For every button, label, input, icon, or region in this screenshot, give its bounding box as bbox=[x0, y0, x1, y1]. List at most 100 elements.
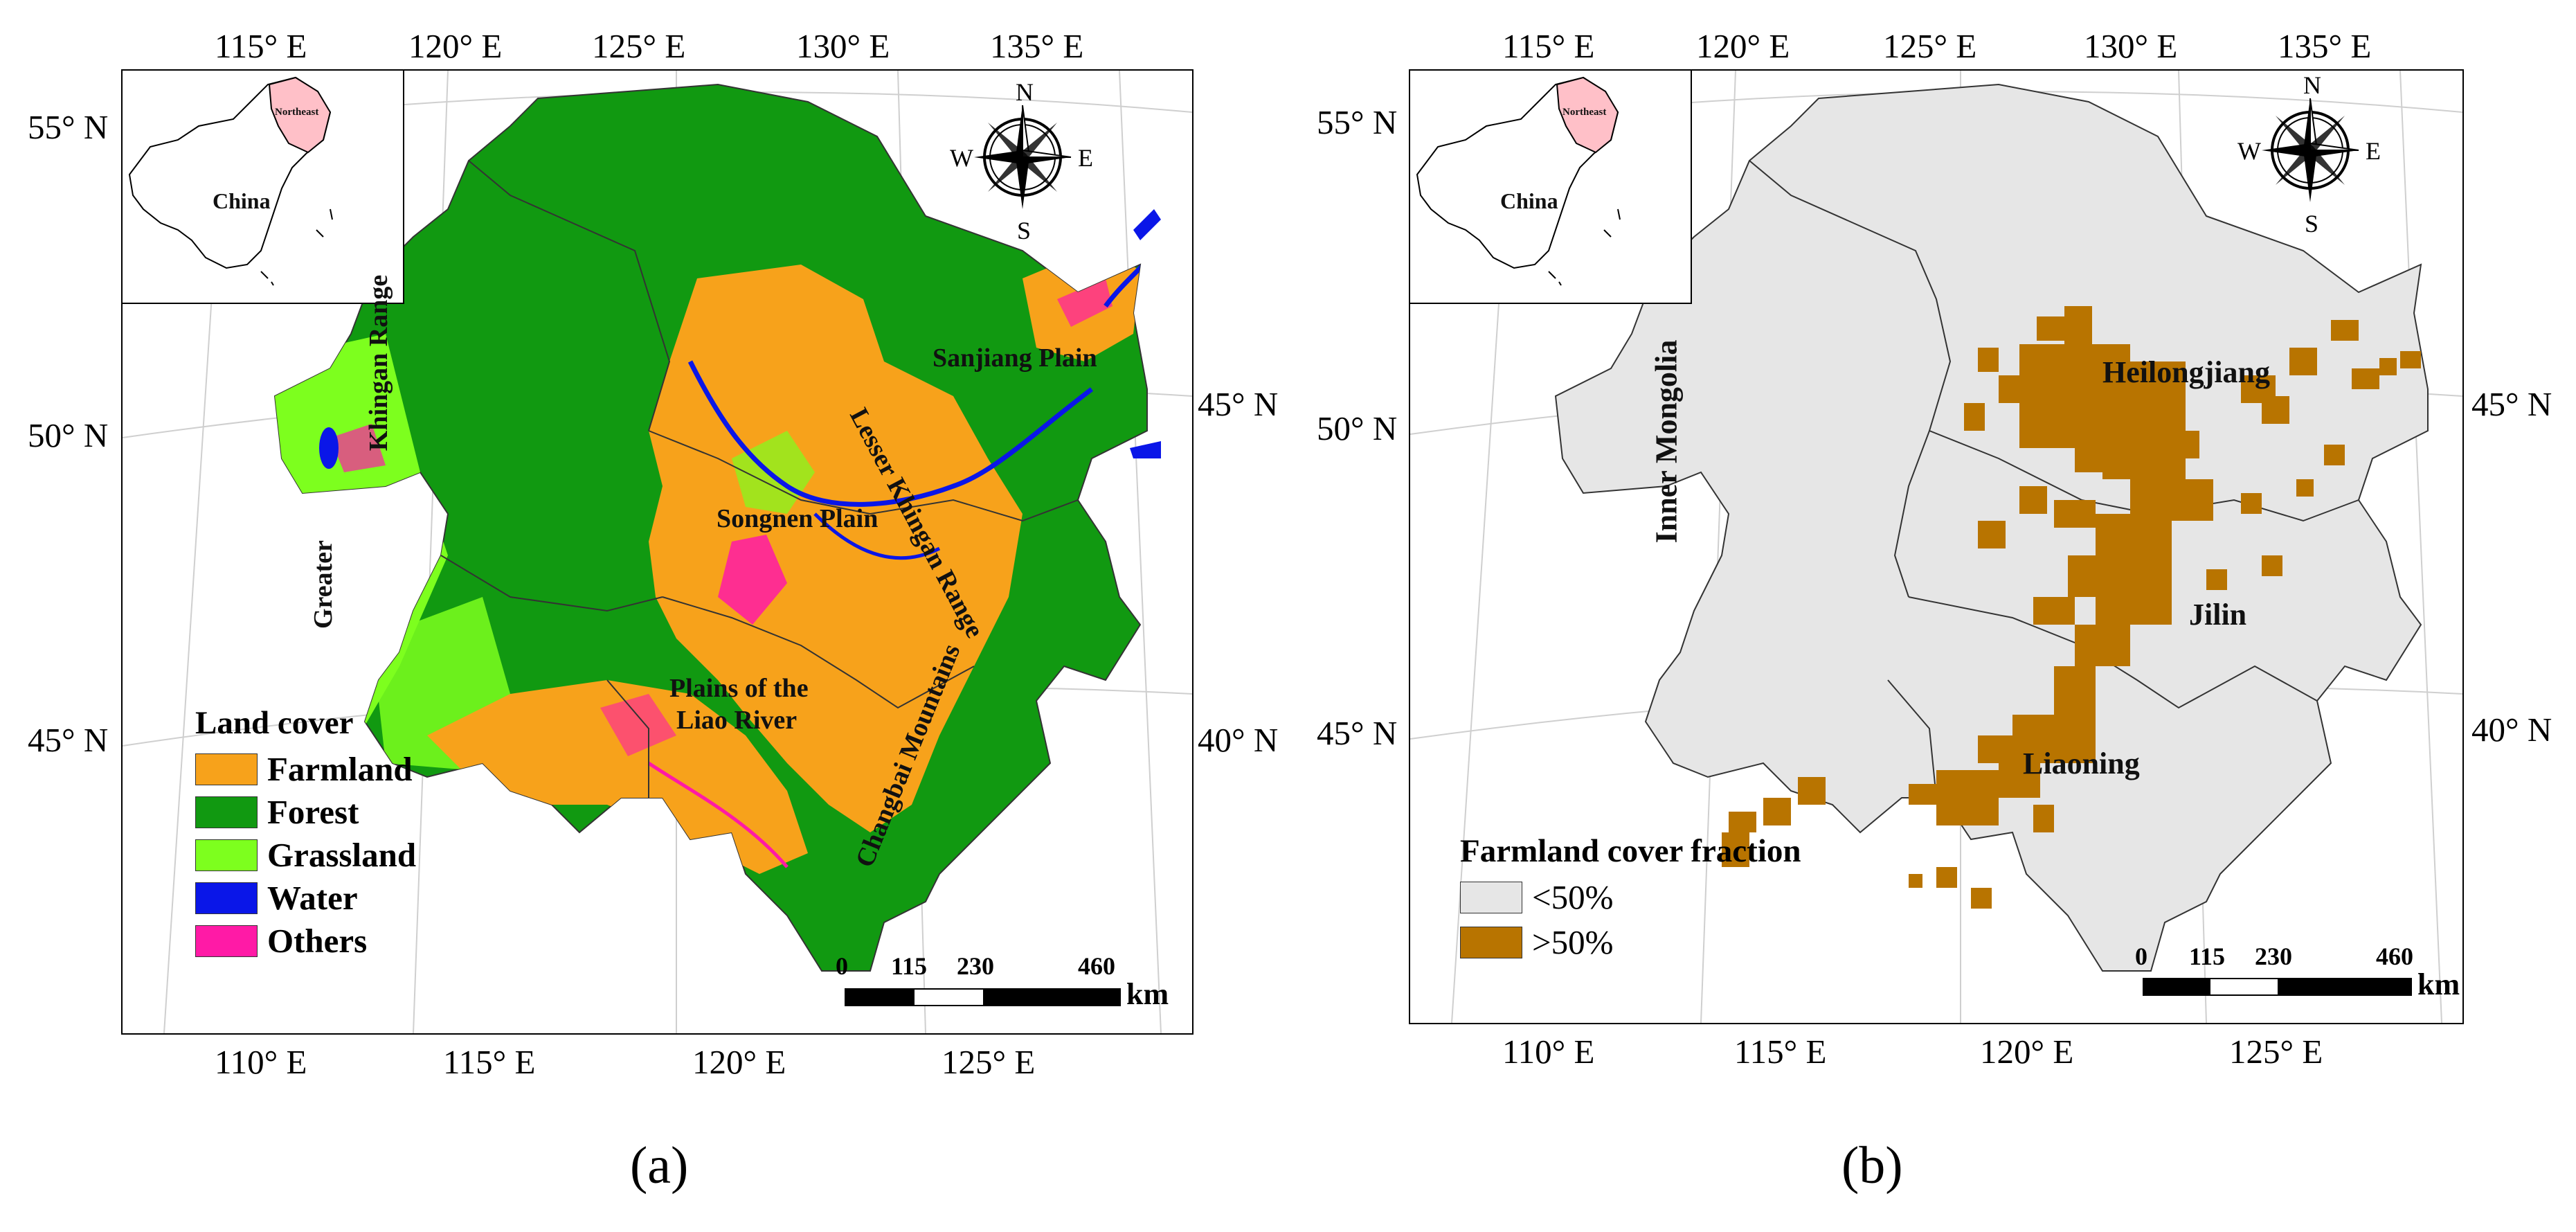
legend-swatch bbox=[195, 796, 258, 828]
lat-label-right: 45° N bbox=[1198, 385, 1279, 423]
lon-label-bottom: 125° E bbox=[2229, 1033, 2323, 1071]
compass-rose: N S W E bbox=[950, 78, 1093, 244]
scale-tick: 0 bbox=[2135, 943, 2147, 970]
lon-label-bottom: 115° E bbox=[443, 1043, 536, 1081]
legend-item: <50% bbox=[1460, 877, 1613, 917]
lon-label-bottom: 110° E bbox=[215, 1043, 307, 1081]
label-plains-liao-1: Plains of the bbox=[669, 674, 809, 703]
lat-label-left: 45° N bbox=[1317, 714, 1398, 752]
lat-label-left: 55° N bbox=[28, 108, 109, 146]
china-outline bbox=[128, 76, 333, 286]
scale-unit: km bbox=[2417, 967, 2460, 1001]
legend-item: Water bbox=[195, 878, 358, 918]
panel-caption-b: (b) bbox=[1841, 1136, 1903, 1195]
label-jilin: Jilin bbox=[2189, 598, 2247, 632]
compass-e: E bbox=[2366, 137, 2381, 165]
legend-title-a: Land cover bbox=[195, 705, 354, 741]
panel-b: 115° E 120° E 125° E 130° E 135° E 55° N… bbox=[1288, 0, 2576, 1232]
lon-label-top: 130° E bbox=[2084, 27, 2178, 65]
lat-label-left: 55° N bbox=[1317, 103, 1398, 141]
scale-tick: 230 bbox=[2255, 943, 2292, 970]
compass-w: W bbox=[2237, 137, 2261, 165]
label-heilongjiang: Heilongjiang bbox=[2102, 355, 2271, 389]
map-a-svg bbox=[123, 71, 1192, 1033]
lon-label-bottom: 120° E bbox=[692, 1043, 786, 1081]
label-plains-liao-2: Liao River bbox=[676, 706, 798, 735]
scale-tick: 460 bbox=[2376, 943, 2413, 970]
label-greater: Greater bbox=[309, 540, 338, 629]
inset-region-label: Northeast bbox=[275, 107, 319, 118]
legend-label: Water bbox=[267, 879, 358, 917]
scale-bar bbox=[2143, 978, 2412, 996]
legend-swatch bbox=[195, 753, 258, 785]
inset-country-label: China bbox=[1500, 188, 1558, 213]
legend-label: <50% bbox=[1532, 878, 1614, 916]
legend-swatch bbox=[1460, 926, 1522, 958]
compass-s: S bbox=[1017, 217, 1032, 244]
legend-item: Farmland bbox=[195, 749, 413, 789]
scale-bar bbox=[845, 988, 1121, 1006]
lat-label-right: 40° N bbox=[1198, 721, 1279, 759]
compass-n: N bbox=[1016, 78, 1034, 106]
legend-swatch bbox=[195, 882, 258, 914]
legend-swatch bbox=[195, 925, 258, 957]
compass-w: W bbox=[950, 144, 973, 172]
legend-item: Others bbox=[195, 921, 367, 961]
lat-label-left: 50° N bbox=[1317, 409, 1398, 447]
compass-rose: N S W E bbox=[2237, 71, 2381, 238]
lon-label-top: 130° E bbox=[796, 27, 890, 65]
lat-label-right: 40° N bbox=[2471, 711, 2552, 749]
china-outline bbox=[1416, 76, 1621, 286]
panel-caption-a: (a) bbox=[630, 1136, 689, 1195]
legend-item: Forest bbox=[195, 792, 359, 832]
north-arrow-icon bbox=[2262, 98, 2359, 202]
legend-label: Grassland bbox=[267, 836, 417, 874]
inset-country-label: China bbox=[213, 188, 271, 213]
compass-s: S bbox=[2305, 210, 2319, 238]
scale-unit: km bbox=[1126, 977, 1169, 1011]
panel-a: 115° E 120° E 125° E 130° E 135° E 55° N… bbox=[28, 27, 1279, 1195]
legend-label: Others bbox=[267, 922, 368, 960]
label-songnen-plain: Songnen Plain bbox=[717, 504, 879, 533]
north-arrow-icon bbox=[974, 105, 1072, 209]
legend-swatch bbox=[195, 839, 258, 871]
lat-label-left: 45° N bbox=[28, 721, 109, 759]
scale-tick: 0 bbox=[836, 952, 848, 980]
lon-label-top: 135° E bbox=[2278, 27, 2372, 65]
map-b-svg bbox=[1410, 71, 2462, 1023]
legend-item: Grassland bbox=[195, 835, 416, 875]
legend-label: Farmland bbox=[267, 750, 413, 788]
legend-item: >50% bbox=[1460, 922, 1613, 962]
label-inner-mongolia: Inner Mongolia bbox=[1649, 339, 1684, 544]
lon-label-bottom: 120° E bbox=[1980, 1033, 2074, 1071]
lon-label-top: 115° E bbox=[1502, 27, 1595, 65]
lon-label-top: 115° E bbox=[215, 27, 307, 65]
lon-label-top: 120° E bbox=[408, 27, 503, 65]
label-khingan-range: Khingan Range bbox=[364, 274, 393, 452]
lat-label-right: 45° N bbox=[2471, 385, 2552, 423]
inset-map-a: China Northeast bbox=[123, 71, 404, 304]
lon-label-top: 120° E bbox=[1696, 27, 1790, 65]
map-frame-b: China Northeast N S W E Inner Mongolia H… bbox=[1409, 69, 2464, 1024]
legend-swatch bbox=[1460, 881, 1522, 913]
lon-label-top: 135° E bbox=[990, 27, 1084, 65]
legend-label: >50% bbox=[1532, 923, 1614, 961]
scale-tick: 460 bbox=[1078, 952, 1115, 980]
compass-e: E bbox=[1078, 144, 1093, 172]
scale-tick: 230 bbox=[957, 952, 994, 980]
label-sanjiang-plain: Sanjiang Plain bbox=[933, 343, 1097, 373]
scale-tick: 115 bbox=[2189, 943, 2226, 970]
lat-label-left: 50° N bbox=[28, 416, 109, 454]
map-frame-a: China Northeast N S W E Khingan Range Gr… bbox=[121, 69, 1194, 1035]
compass-n: N bbox=[2303, 71, 2321, 99]
scale-tick: 115 bbox=[891, 952, 928, 980]
inset-region-label: Northeast bbox=[1562, 107, 1607, 118]
legend-title-b: Farmland cover fraction bbox=[1460, 833, 1801, 869]
label-liaoning: Liaoning bbox=[2023, 747, 2140, 780]
lon-label-top: 125° E bbox=[1883, 27, 1977, 65]
lon-label-bottom: 115° E bbox=[1734, 1033, 1827, 1071]
lon-label-top: 125° E bbox=[592, 27, 686, 65]
lon-label-bottom: 110° E bbox=[1502, 1033, 1595, 1071]
legend-label: Forest bbox=[267, 793, 359, 831]
inset-map-b: China Northeast bbox=[1410, 71, 1692, 304]
